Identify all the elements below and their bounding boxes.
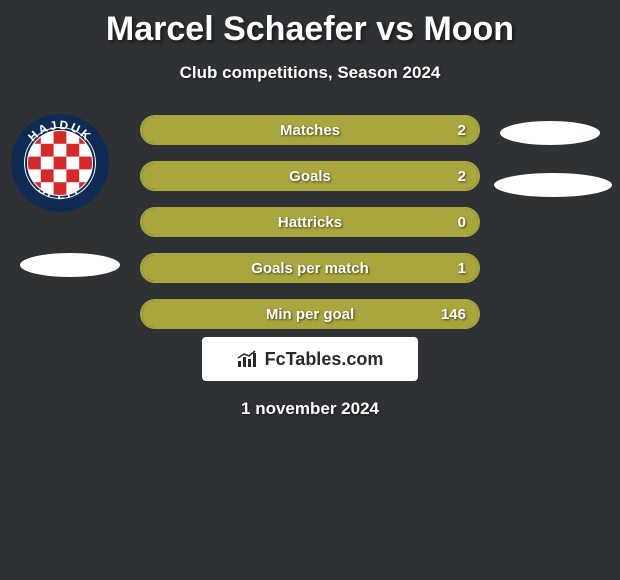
checker-icon bbox=[28, 131, 92, 195]
page-title: Marcel Schaefer vs Moon bbox=[0, 0, 620, 49]
bar-chart-icon bbox=[237, 350, 259, 368]
stat-row: Matches 2 bbox=[140, 115, 480, 145]
stat-label: Goals per match bbox=[142, 255, 478, 281]
stat-label: Min per goal bbox=[142, 301, 478, 327]
stat-value: 1 bbox=[458, 255, 466, 281]
stat-value: 0 bbox=[458, 209, 466, 235]
stat-row: Hattricks 0 bbox=[140, 207, 480, 237]
stat-label: Matches bbox=[142, 117, 478, 143]
stat-value: 2 bbox=[458, 117, 466, 143]
date-text: 1 november 2024 bbox=[0, 399, 620, 419]
stats-bars: Matches 2 Goals 2 Hattricks 0 Goals per … bbox=[140, 115, 480, 345]
stat-label: Goals bbox=[142, 163, 478, 189]
player-right-placeholder-2 bbox=[494, 173, 612, 197]
player-left-placeholder bbox=[20, 253, 120, 277]
source-logo-text: FcTables.com bbox=[265, 349, 384, 370]
page-subtitle: Club competitions, Season 2024 bbox=[0, 63, 620, 83]
stat-row: Goals per match 1 bbox=[140, 253, 480, 283]
stat-row: Min per goal 146 bbox=[140, 299, 480, 329]
stat-label: Hattricks bbox=[142, 209, 478, 235]
club-badge: HAJDUK SPLIT bbox=[10, 113, 110, 213]
player-right-placeholder-1 bbox=[500, 121, 600, 145]
stat-value: 2 bbox=[458, 163, 466, 189]
stat-row: Goals 2 bbox=[140, 161, 480, 191]
stat-value: 146 bbox=[441, 301, 466, 327]
